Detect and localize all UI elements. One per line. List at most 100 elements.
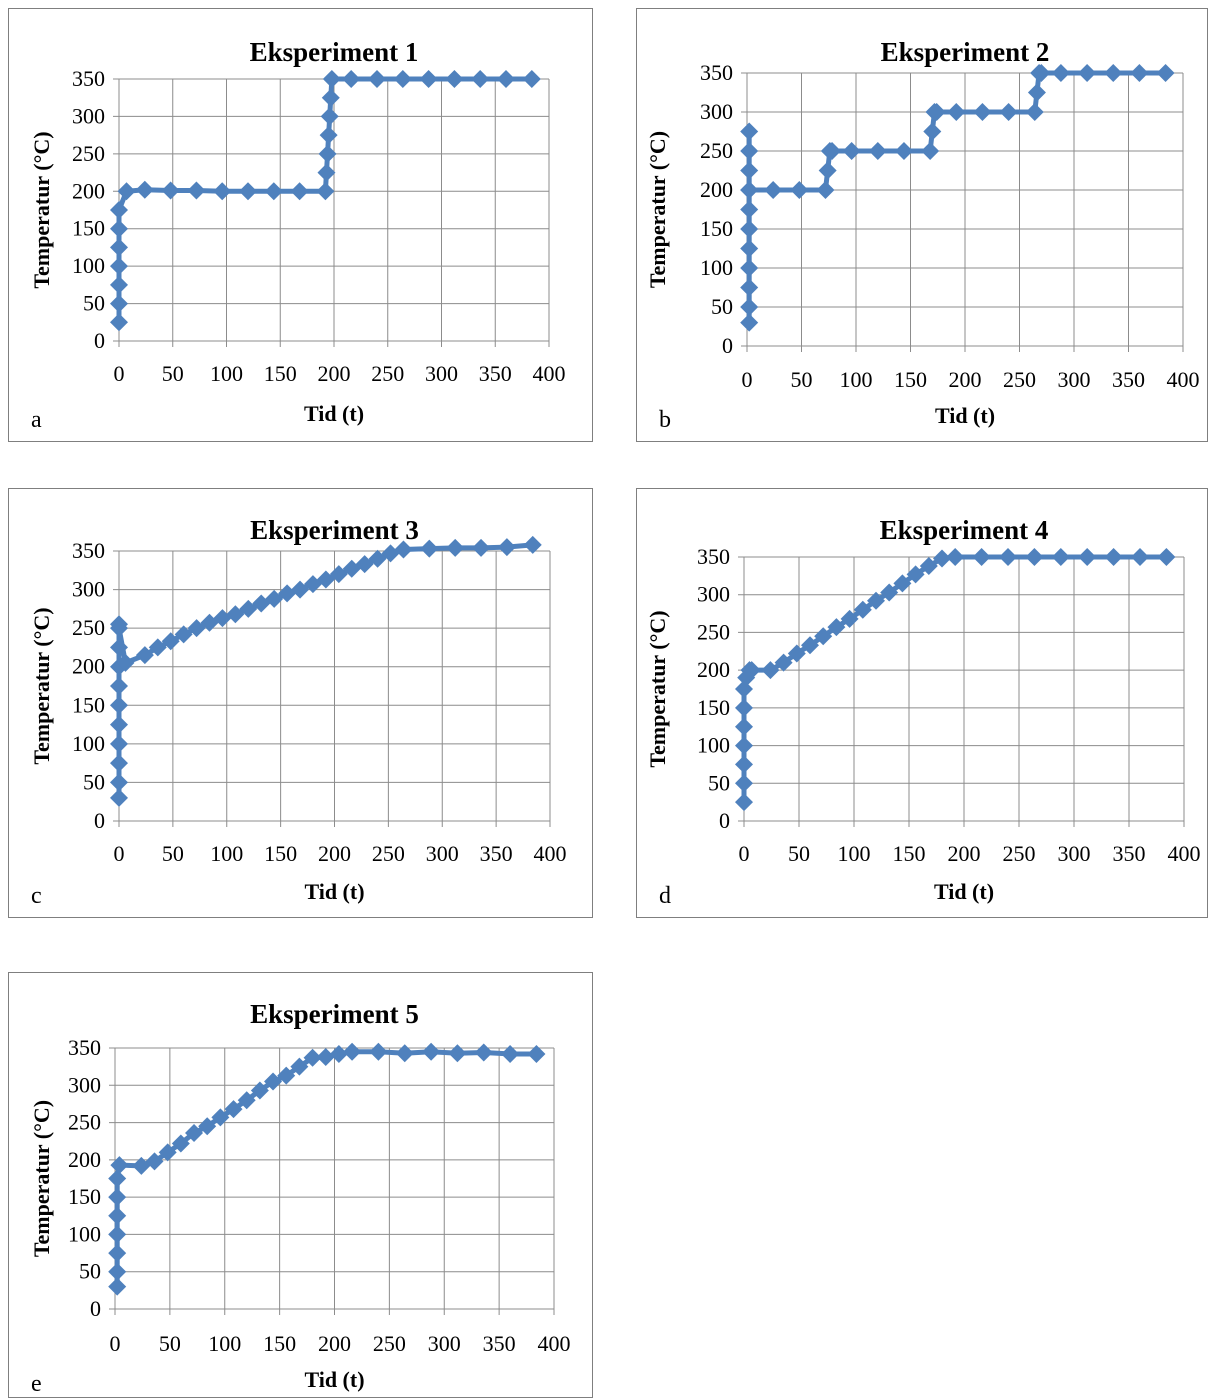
- data-point: [317, 163, 336, 182]
- data-point: [108, 1225, 127, 1244]
- y-tick-label: 200: [697, 657, 730, 682]
- data-point: [474, 1043, 493, 1062]
- data-point: [368, 70, 386, 88]
- data-point: [108, 1169, 127, 1188]
- x-tick-label: 0: [110, 1331, 121, 1356]
- y-tick-label: 350: [72, 66, 105, 91]
- data-point: [237, 1091, 256, 1110]
- data-point: [742, 661, 761, 680]
- data-point: [110, 219, 128, 238]
- data-point: [303, 1048, 322, 1067]
- x-tick-label: 100: [208, 1331, 241, 1356]
- data-point: [735, 793, 753, 812]
- data-point: [158, 1143, 177, 1162]
- y-tick-label: 50: [79, 1259, 101, 1284]
- data-point: [764, 181, 783, 199]
- y-tick-label: 200: [68, 1147, 101, 1172]
- x-tick-label: 0: [742, 367, 753, 392]
- data-point: [740, 161, 759, 180]
- data-point: [527, 1044, 546, 1063]
- data-point: [110, 294, 128, 313]
- x-axis-label: Tid (t): [934, 879, 994, 904]
- x-tick-label: 100: [840, 367, 873, 392]
- x-tick-label: 150: [263, 1331, 296, 1356]
- data-point: [355, 555, 374, 574]
- data-point: [145, 1152, 164, 1171]
- panel-letter: d: [659, 883, 671, 909]
- data-point: [880, 583, 899, 602]
- data-point: [393, 70, 412, 88]
- data-point: [291, 580, 310, 599]
- data-point: [446, 538, 465, 557]
- data-point: [445, 70, 464, 88]
- data-point: [239, 182, 257, 201]
- data-point: [1025, 548, 1044, 566]
- data-point: [250, 1081, 269, 1100]
- chart-title: Eksperiment 1: [250, 37, 419, 67]
- data-point: [740, 220, 759, 238]
- chart-panel-d: 0 50 100 150 200 250 300 350 400 0 50 100 150 200 250 3…: [636, 488, 1208, 918]
- x-tick-label: 0: [114, 361, 125, 386]
- y-tick-label: 100: [700, 255, 733, 280]
- x-tick-label: 300: [425, 361, 458, 386]
- data-point: [394, 540, 413, 559]
- x-tick-label: 300: [1058, 841, 1091, 866]
- y-tick-label: 200: [72, 178, 105, 203]
- data-point: [174, 625, 193, 644]
- data-point: [1051, 548, 1070, 566]
- data-point: [110, 238, 128, 257]
- x-tick-label: 350: [479, 361, 512, 386]
- data-point: [906, 565, 925, 584]
- chart-title: Eksperiment 5: [250, 999, 419, 1029]
- data-point: [108, 1206, 127, 1225]
- data-point: [148, 638, 167, 657]
- data-point: [419, 70, 438, 88]
- data-point: [740, 259, 759, 277]
- y-tick-label: 0: [719, 808, 730, 833]
- data-point: [320, 107, 339, 126]
- chart-svg: 0 50 100 150 200 250 300 350 400 0 50 100 150 200 250 3…: [645, 37, 1200, 433]
- data-point: [329, 1044, 348, 1063]
- data-point: [787, 644, 806, 663]
- data-point: [823, 142, 842, 160]
- y-tick-label: 200: [72, 654, 105, 679]
- data-point: [318, 144, 337, 163]
- data-point: [161, 632, 180, 651]
- y-tick-label: 0: [722, 333, 733, 358]
- data-point: [290, 1057, 309, 1076]
- data-point: [827, 618, 846, 637]
- data-point: [290, 182, 309, 201]
- data-point: [329, 565, 348, 584]
- y-tick-label: 250: [700, 138, 733, 163]
- data-point: [117, 182, 136, 201]
- x-tick-label: 250: [373, 1331, 406, 1356]
- y-tick-label: 250: [72, 615, 105, 640]
- data-point: [278, 584, 297, 603]
- x-axis-label: Tid (t): [304, 1367, 364, 1392]
- y-tick-label: 150: [72, 692, 105, 717]
- x-axis-label: Tid (t): [935, 403, 995, 428]
- x-tick-label: 100: [210, 361, 243, 386]
- data-point: [893, 574, 912, 593]
- data-point: [840, 609, 859, 628]
- data-point: [1156, 64, 1175, 82]
- y-axis-label: Temperatur (°C): [645, 131, 670, 288]
- chart-svg: 0 50 100 150 200 250 300 350 400 0 50 100 150 200 250 3…: [29, 515, 567, 909]
- data-point: [740, 239, 759, 258]
- chart-svg: 0 50 100 150 200 250 300 350 400 0 50 100 150 200 250 3…: [645, 515, 1201, 909]
- y-tick-label: 250: [697, 619, 730, 644]
- y-tick-label: 50: [83, 769, 105, 794]
- x-tick-label: 50: [162, 361, 184, 386]
- data-point: [224, 1100, 243, 1119]
- data-point: [735, 717, 753, 736]
- y-tick-label: 50: [83, 291, 105, 316]
- data-point: [265, 589, 284, 608]
- x-tick-label: 250: [1003, 841, 1036, 866]
- data-point: [927, 103, 946, 121]
- data-point: [842, 142, 861, 160]
- data-point: [853, 600, 872, 619]
- x-axis-label: Tid (t): [304, 401, 364, 426]
- data-point: [108, 1188, 127, 1207]
- data-point: [171, 1134, 190, 1153]
- data-point: [1078, 548, 1097, 566]
